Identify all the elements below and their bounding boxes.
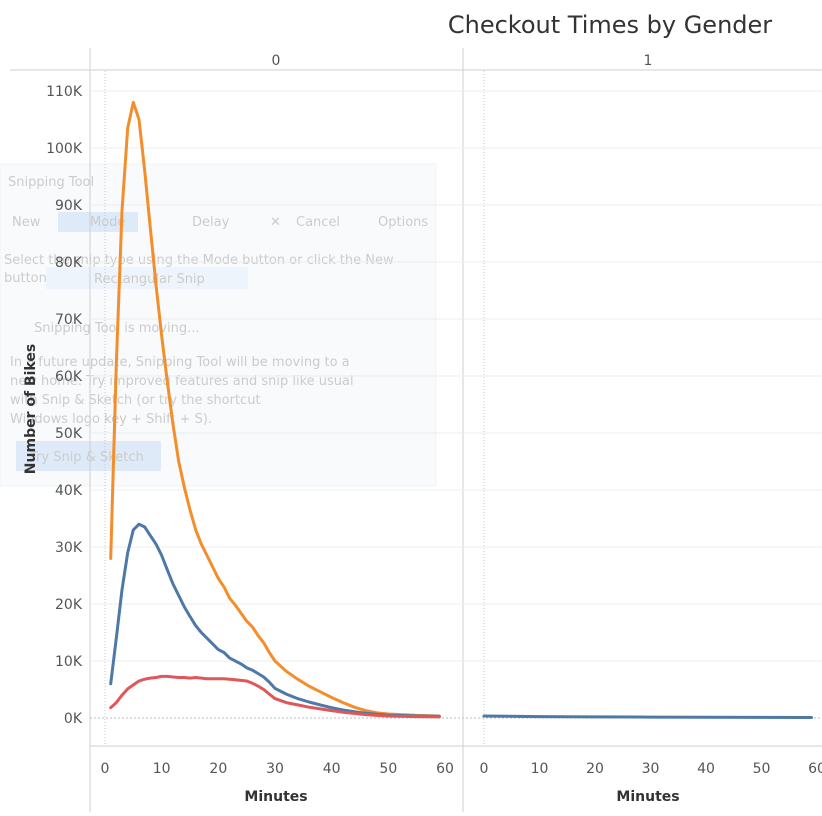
y-axis-title: Number of Bikes [23,344,39,474]
x-tick-label: 0 [480,761,489,777]
series-line-facet0-0 [109,100,441,718]
overlay-snip-type[interactable] [46,267,248,289]
y-tick-label: 30K [55,540,83,556]
x-tick-label: 40 [323,761,341,777]
overlay-window [0,163,437,487]
y-tick-label: 70K [55,312,83,328]
overlay-try-button[interactable] [16,441,161,471]
x-tick-label: 10 [531,761,549,777]
x-tick-label: 10 [153,761,171,777]
overlay-body-1: In a future update, Snipping Tool will b… [10,355,350,370]
y-tick-label: 0K [64,711,83,727]
y-tick-label: 40K [55,483,83,499]
x-tick-label: 20 [586,761,604,777]
x-tick-label: 20 [209,761,227,777]
series-line-facet1-0 [482,714,813,719]
y-tick-label: 110K [46,84,83,100]
y-tick-label: 50K [55,426,83,442]
x-tick-label: 30 [266,761,284,777]
series-lines [109,100,813,719]
overlay-cancel-button[interactable]: Cancel [296,215,340,230]
x-axis-title-1: Minutes [616,789,679,805]
overlay-options-button[interactable]: Options [378,215,428,230]
overlay-try-label: Try Snip & Sketch [29,450,144,465]
overlay-body-3: with Snip & Sketch (or try the shortcut [10,393,261,408]
chart-title: Checkout Times by Gender [448,11,772,39]
overlay-body-4: Windows logo key + Shift + S). [10,412,212,427]
y-tick-label: 60K [55,369,83,385]
x-tick-label: 50 [379,761,397,777]
x-tick-label: 60 [808,761,822,777]
overlay-mode-button[interactable] [58,212,138,232]
y-tick-label: 80K [55,255,83,271]
y-tick-label: 20K [55,597,83,613]
overlay-instruction-2: button. [4,271,51,286]
overlay-instruction-1: Select the snip type using the Mode butt… [4,253,394,268]
y-tick-label: 10K [55,654,83,670]
y-tick-label: 100K [46,141,83,157]
series-line-facet0-1 [109,522,441,718]
y-axis-ticks: 0K 10K 20K 30K 40K 50K 60K 70K 80K 90K 100K 110K [46,84,83,727]
close-icon: ✕ [270,215,281,230]
y-tick-label: 90K [55,198,83,214]
overlay-new-button[interactable]: New [12,215,41,230]
series-line-facet0-2 [109,674,441,719]
chart-frame [10,48,822,812]
overlay-snip-type-label: Rectangular Snip [94,272,205,287]
x-tick-label: 60 [436,761,454,777]
x-tick-label: 50 [753,761,771,777]
overlay-title: Snipping Tool [8,175,94,190]
facet-header-0: 0 [272,53,281,69]
x-tick-label: 40 [697,761,715,777]
overlay-body-2: new home. Try improved features and snip… [10,374,354,389]
x-axis-title-0: Minutes [244,789,307,805]
facet-header-1: 1 [644,53,653,69]
overlay-mode-label: Mode [90,215,125,230]
gridlines [90,71,822,746]
x-axis-ticks: 0 10 20 30 40 50 60 0 10 20 30 40 50 60 [101,761,822,777]
x-tick-label: 30 [642,761,660,777]
overlay-delay-button[interactable]: Delay [192,215,230,230]
x-tick-label: 0 [101,761,110,777]
